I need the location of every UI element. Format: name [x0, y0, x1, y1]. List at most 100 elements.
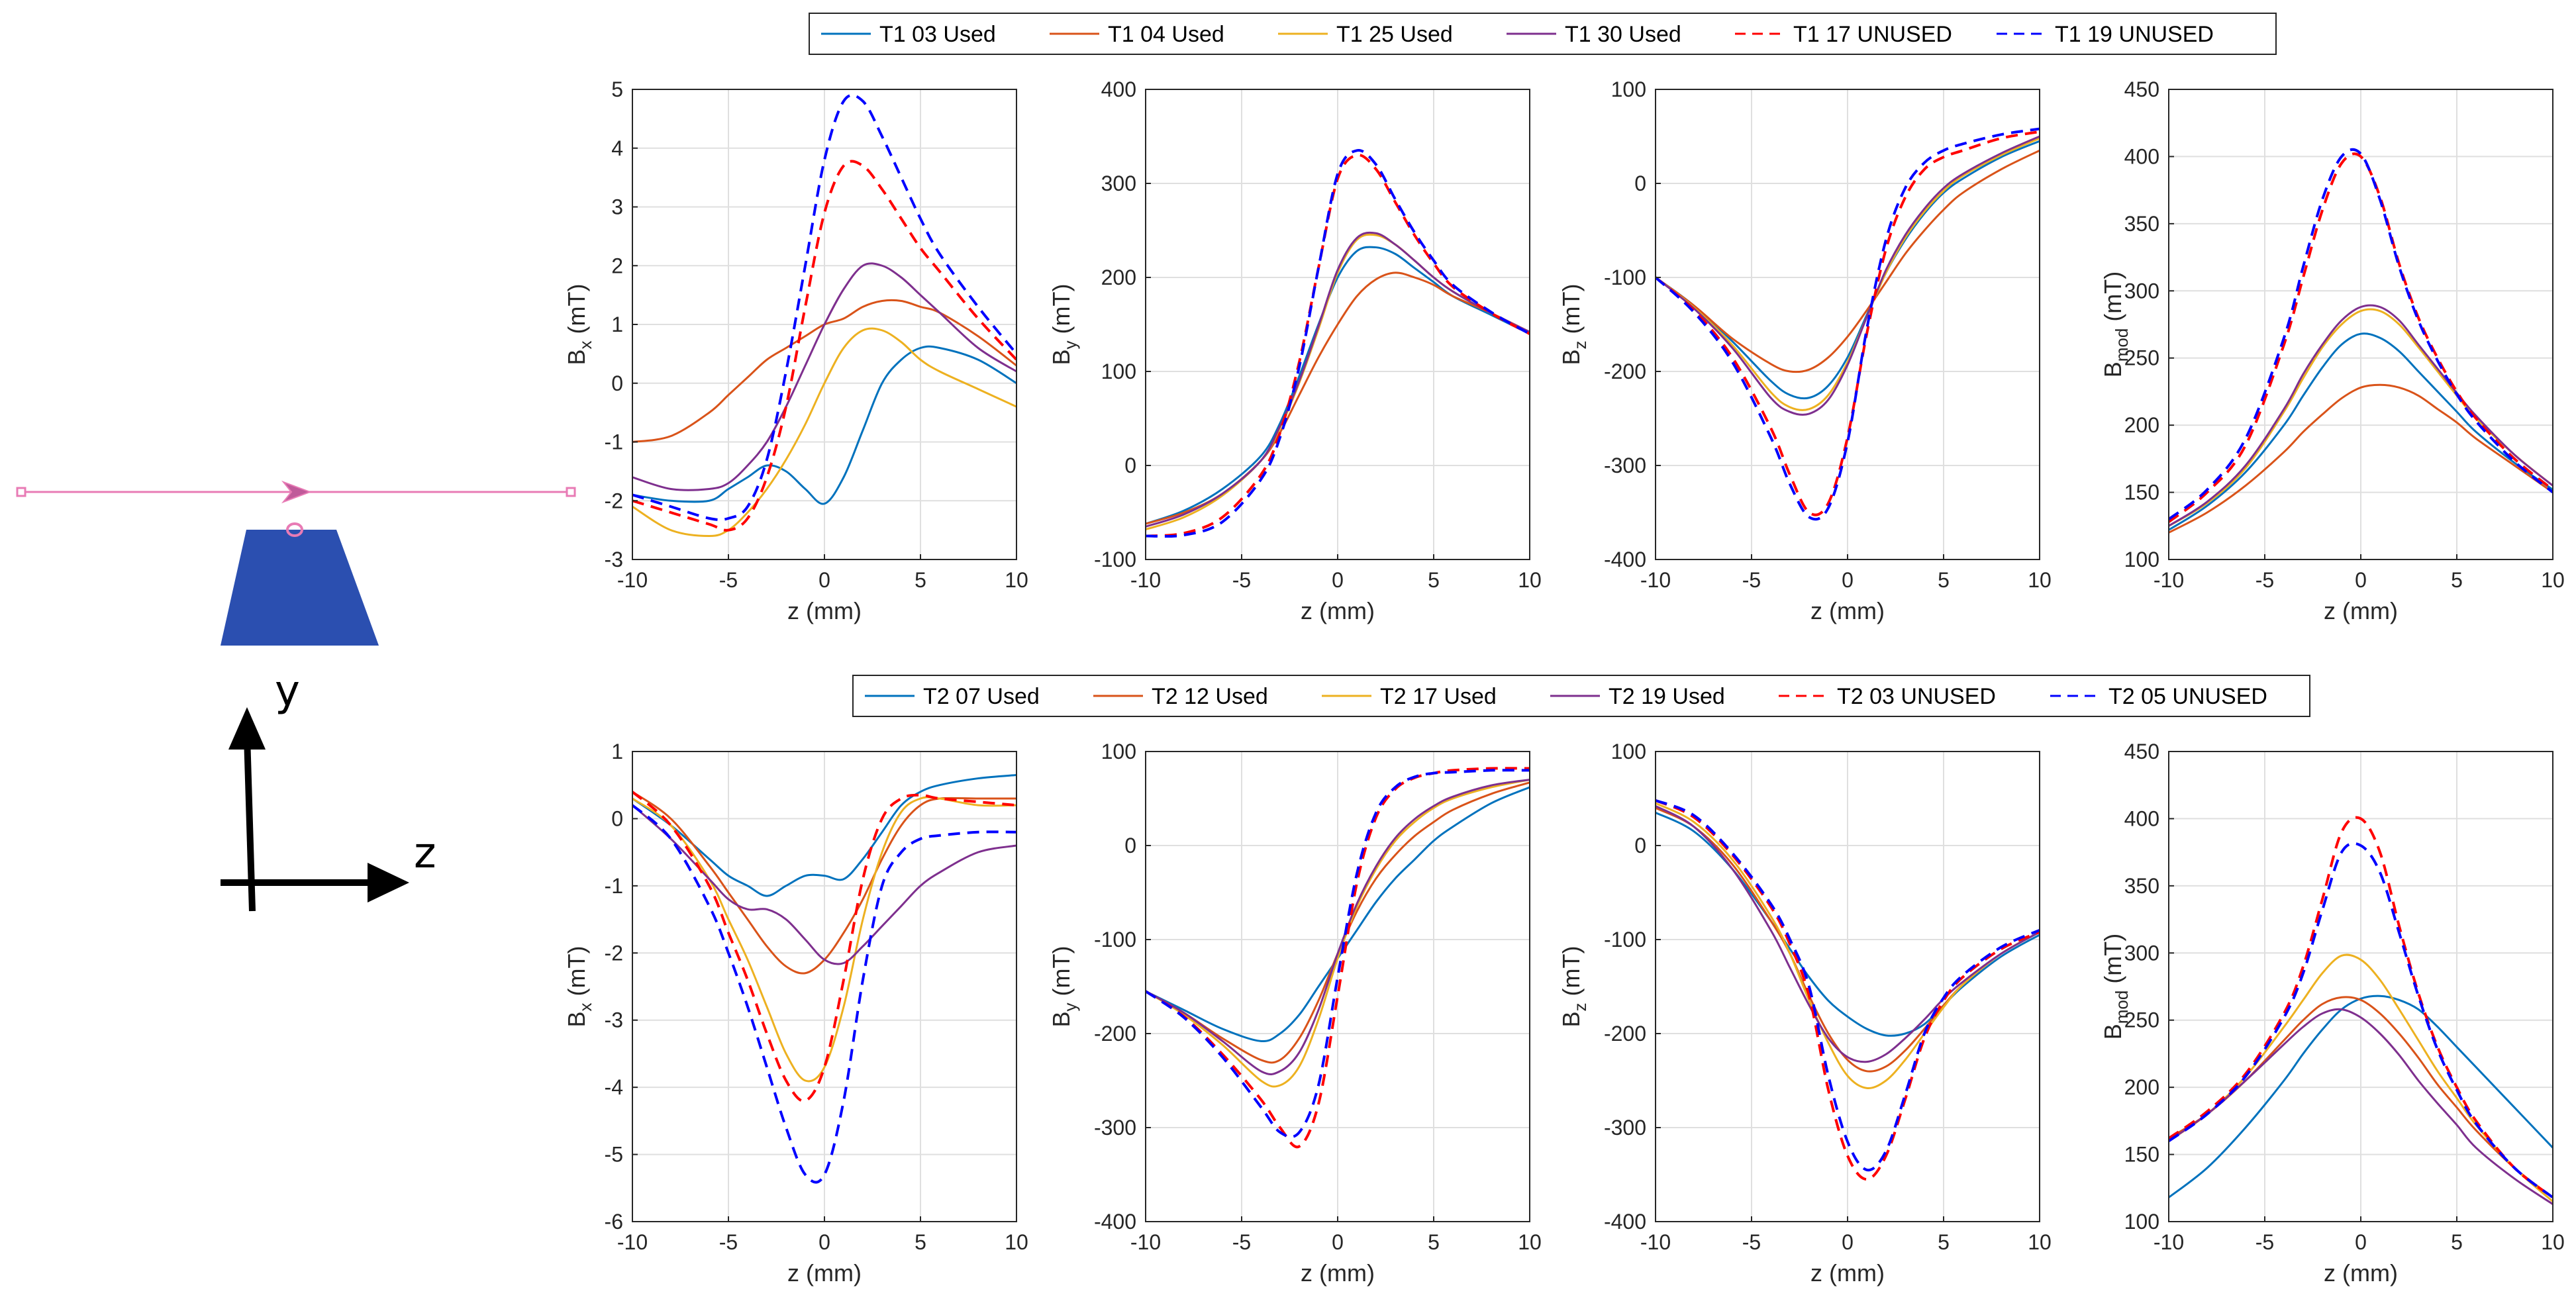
series-line: [632, 804, 1016, 1184]
legend-label: T1 25 Used: [1336, 22, 1453, 47]
series-line: [1146, 769, 1530, 1138]
y-tick-label: -3: [605, 1008, 623, 1032]
y-tick-label: 450: [2124, 740, 2159, 763]
x-tick-label: -5: [1742, 1230, 1761, 1254]
y-tick-label: 300: [2124, 279, 2159, 303]
y-tick-label: -100: [1604, 928, 1646, 951]
y-tick-label: 100: [1101, 360, 1136, 383]
legend-label: T2 05 UNUSED: [2108, 684, 2267, 709]
magnet-schematic: y z: [16, 480, 576, 912]
sensor-path-start-marker: [16, 487, 26, 497]
magnet-trapezoid: [221, 530, 379, 646]
series-line: [2169, 995, 2553, 1198]
chart-panel: -10 -5 0 5 10 100 150 200 250 300 350 400 450 z (mm) B…: [2099, 77, 2565, 624]
y-tick-label: -5: [605, 1143, 623, 1167]
series-line: [2169, 332, 2553, 531]
x-axis-label: z (mm): [787, 1259, 862, 1287]
x-axis-label: z (mm): [1810, 1259, 1885, 1287]
x-tick-label: 5: [1428, 1230, 1440, 1254]
y-axis-label: Bmod (mT): [2099, 934, 2132, 1040]
y-tick-label: 2: [611, 254, 623, 277]
y-tick-label: -200: [1604, 1022, 1646, 1045]
y-tick-label: -1: [605, 430, 623, 454]
series-line: [1656, 799, 2040, 1181]
y-tick-label: -2: [605, 941, 623, 965]
series-line: [632, 345, 1016, 505]
sensor-direction-marker: [281, 480, 312, 504]
y-tick-label: 350: [2124, 874, 2159, 898]
y-tick-label: -200: [1604, 360, 1646, 383]
x-tick-label: -10: [1130, 568, 1161, 592]
series-line: [2169, 304, 2553, 527]
y-tick-label: 150: [2124, 1143, 2159, 1167]
series-line: [1656, 135, 2040, 416]
x-tick-label: -10: [2154, 1230, 2184, 1254]
x-tick-label: 0: [2355, 568, 2367, 592]
x-tick-label: -5: [1232, 1230, 1251, 1254]
y-tick-label: -300: [1604, 1116, 1646, 1140]
y-tick-label: 450: [2124, 77, 2159, 101]
x-axis-label: z (mm): [1301, 597, 1375, 624]
x-tick-label: 10: [1005, 1230, 1028, 1254]
legend-label: T1 30 Used: [1565, 22, 1681, 47]
x-tick-label: 5: [915, 1230, 926, 1254]
legend-label: T2 12 Used: [1152, 684, 1268, 709]
legend-label: T2 17 Used: [1380, 684, 1497, 709]
y-tick-label: 300: [2124, 941, 2159, 965]
y-tick-label: 0: [1634, 834, 1646, 857]
x-tick-label: 10: [2028, 1230, 2052, 1254]
x-axis-label: z (mm): [2324, 597, 2398, 624]
series-line: [1656, 799, 2040, 1172]
y-tick-label: 4: [611, 136, 623, 160]
series-line: [2169, 383, 2553, 534]
x-tick-label: 10: [1518, 568, 1542, 592]
series-line: [1656, 149, 2040, 373]
series-line: [632, 804, 1016, 965]
y-tick-label: -2: [605, 489, 623, 512]
x-tick-label: -10: [1640, 568, 1671, 592]
x-tick-label: 5: [915, 568, 926, 592]
legend-label: T1 17 UNUSED: [1793, 22, 1952, 47]
x-tick-label: 5: [1428, 568, 1440, 592]
chart-panel: -10 -5 0 5 10 -400 -300 -200 -100 0 100 z (mm) By (m…: [1048, 740, 1542, 1287]
y-tick-label: 0: [1634, 171, 1646, 195]
y-axis-label: Bz (mT): [1558, 946, 1590, 1028]
x-tick-label: 0: [1842, 568, 1854, 592]
x-tick-label: -10: [617, 568, 648, 592]
y-tick-label: -1: [605, 874, 623, 898]
y-tick-label: 0: [611, 371, 623, 395]
y-tick-label: -300: [1604, 454, 1646, 477]
x-tick-label: -10: [617, 1230, 648, 1254]
x-tick-label: -10: [1640, 1230, 1671, 1254]
legend-label: T2 19 Used: [1609, 684, 1725, 709]
series-line: [1146, 779, 1530, 1075]
z-axis-label: z: [414, 829, 436, 878]
series-line: [632, 93, 1016, 522]
y-axis-label: y: [275, 667, 300, 716]
y-tick-label: 100: [1611, 740, 1646, 763]
series-line: [2169, 152, 2553, 523]
y-tick-label: -200: [1094, 1022, 1136, 1045]
series-line: [1146, 779, 1530, 1088]
y-tick-label: -4: [605, 1075, 623, 1099]
y-tick-label: -6: [605, 1210, 623, 1234]
y-axis-label: Bz (mT): [1558, 284, 1590, 365]
y-tick-label: 1: [611, 740, 623, 763]
x-tick-label: 10: [2541, 568, 2565, 592]
y-tick-label: -100: [1604, 266, 1646, 289]
z-axis-arrow-head: [368, 863, 409, 902]
x-tick-label: 10: [2541, 1230, 2565, 1254]
x-tick-label: 0: [1842, 1230, 1854, 1254]
series-line: [632, 327, 1016, 538]
x-tick-label: -10: [1130, 1230, 1161, 1254]
y-tick-label: -100: [1094, 928, 1136, 951]
y-tick-label: 3: [611, 195, 623, 219]
y-tick-label: -400: [1094, 1210, 1136, 1234]
series-line: [1656, 127, 2040, 521]
legends: T1 03 Used T1 04 Used T1 25 Used T1 30 Used…: [809, 13, 2310, 717]
legend-row-1: T1 03 Used T1 04 Used T1 25 Used T1 30 Used…: [809, 13, 2277, 55]
legend-label: T1 03 Used: [879, 22, 996, 47]
